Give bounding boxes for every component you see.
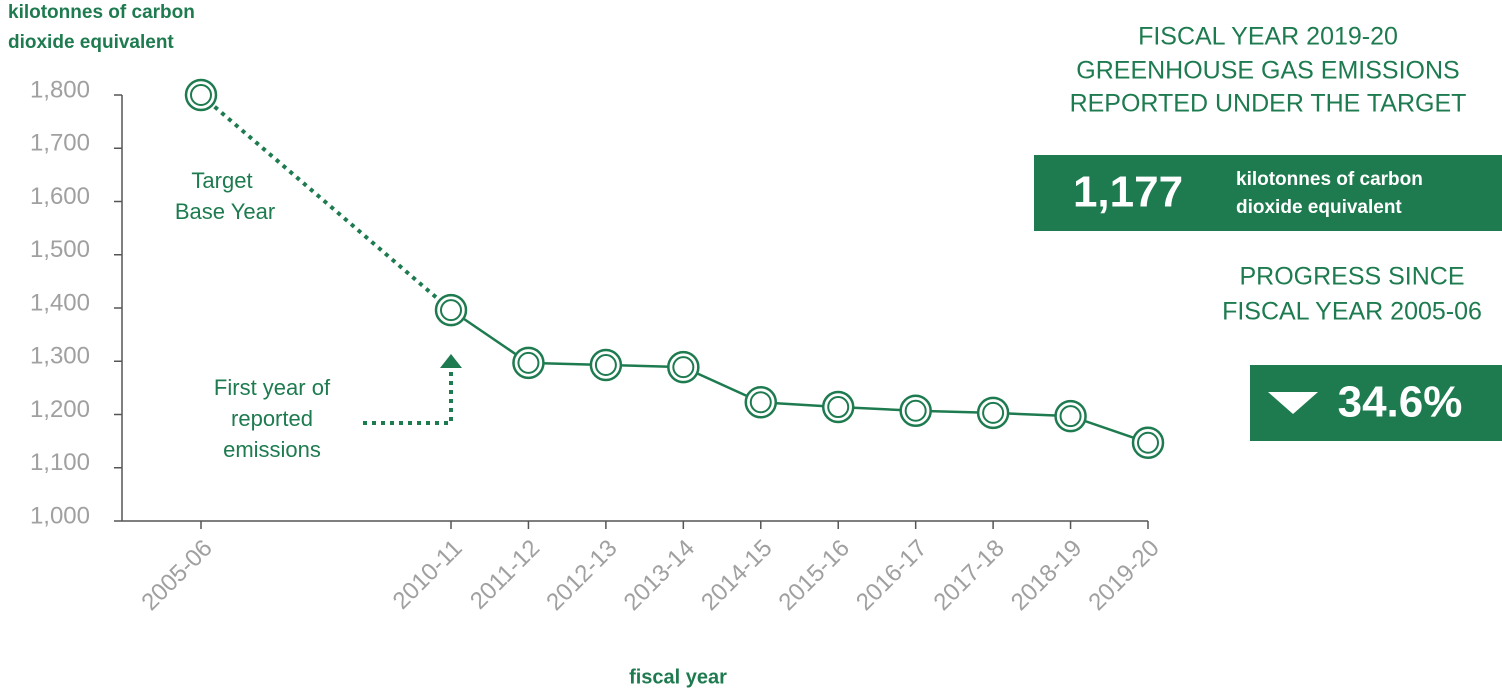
y-tick-label: 1,700 [30,130,90,157]
x-tick-label: 2013-14 [619,535,700,616]
x-tick-label: 2016-17 [851,535,932,616]
total-unit: kilotonnes of carbon [1236,169,1423,190]
series-line [450,309,1149,444]
y-tick-label: 1,400 [30,289,90,316]
x-tick-label: 2005-06 [136,535,217,616]
annotation: reported [231,406,313,431]
total-unit: dioxide equivalent [1236,197,1402,218]
data-point [1131,426,1165,459]
y-tick-label: 1,500 [30,236,90,263]
x-tick-label: 2012-13 [541,535,622,616]
marker-inner [190,84,212,106]
y-tick-label: 1,300 [30,343,90,370]
total-box [1034,155,1502,231]
data-point [1054,399,1087,433]
data-point [744,386,778,419]
data-point [667,350,700,384]
marker-inner [904,399,927,422]
y-axis-label: dioxide equivalent [8,32,174,53]
marker-inner [749,391,772,414]
marker-inner [827,396,850,419]
panel-heading: PROGRESS SINCE [1239,263,1464,291]
data-point [512,346,545,380]
panel-heading: FISCAL YEAR 2019-20 [1138,23,1398,51]
x-tick-label: 2018-19 [1006,535,1087,616]
arrow-head [440,354,462,368]
data-point [899,394,932,428]
data-point [976,396,1010,430]
x-axis-label: fiscal year [629,666,727,688]
annotation: Base Year [175,199,275,224]
marker-inner [1137,431,1159,454]
y-axis-label: kilotonnes of carbon [8,2,195,23]
marker-inner [594,353,617,376]
x-tick-label: 2019-20 [1083,535,1164,616]
data-point [589,348,623,382]
y-tick-label: 1,100 [30,449,90,476]
panel-heading: FISCAL YEAR 2005-06 [1222,298,1482,326]
annotation: First year of [214,375,331,400]
base-connector [199,93,453,312]
y-tick-label: 1,800 [30,76,90,103]
annotation: emissions [223,437,321,462]
progress-value: 34.6% [1338,378,1463,427]
data-point [821,390,855,424]
panel-heading: REPORTED UNDER THE TARGET [1070,90,1467,118]
y-tick-label: 1,000 [30,502,90,529]
annotation-arrow [363,368,453,425]
marker-inner [982,401,1005,424]
total-value: 1,177 [1073,168,1183,217]
down-arrow [1268,392,1318,414]
x-tick-label: 2011-12 [465,535,545,615]
x-tick-label: 2010-11 [388,535,468,615]
marker-inner [440,299,462,322]
x-tick-label: 2015-16 [774,535,855,616]
marker-inner [517,351,540,374]
annotation: Target [191,168,252,193]
marker-inner [672,356,695,379]
data-point [434,293,468,327]
x-tick-label: 2017-18 [928,535,1009,616]
panel-heading: GREENHOUSE GAS EMISSIONS [1076,57,1459,85]
y-tick-label: 1,200 [30,396,90,423]
x-tick-label: 2014-15 [696,535,777,616]
data-point [184,78,218,112]
marker-inner [1059,405,1082,428]
y-tick-label: 1,600 [30,183,90,210]
